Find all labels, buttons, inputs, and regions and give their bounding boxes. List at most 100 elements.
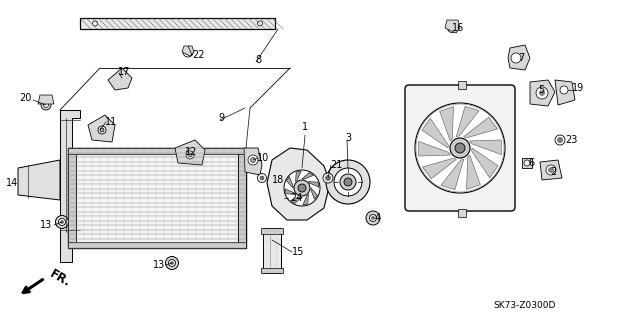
Text: 13: 13: [153, 260, 165, 270]
Text: 6: 6: [528, 158, 534, 168]
Circle shape: [450, 26, 454, 30]
Text: 21: 21: [330, 160, 342, 170]
Text: 24: 24: [290, 193, 302, 203]
Circle shape: [511, 53, 521, 63]
Circle shape: [326, 160, 370, 204]
Bar: [80, 18, 275, 29]
Circle shape: [100, 128, 104, 132]
Text: 5: 5: [538, 85, 544, 95]
Circle shape: [41, 100, 51, 110]
Circle shape: [284, 170, 320, 206]
Polygon shape: [285, 189, 296, 194]
Bar: [68, 148, 246, 248]
Bar: [68, 242, 246, 248]
Circle shape: [257, 21, 262, 26]
Circle shape: [340, 174, 356, 190]
Circle shape: [186, 49, 191, 55]
Polygon shape: [287, 177, 293, 188]
Circle shape: [58, 219, 65, 226]
Circle shape: [166, 256, 179, 270]
Circle shape: [186, 151, 194, 159]
Polygon shape: [472, 148, 498, 178]
Text: 12: 12: [185, 147, 197, 157]
Polygon shape: [291, 197, 302, 204]
Text: 3: 3: [345, 133, 351, 143]
Polygon shape: [456, 106, 479, 137]
Bar: [522, 158, 532, 168]
Circle shape: [369, 214, 376, 221]
Bar: [458, 209, 466, 217]
Polygon shape: [175, 140, 205, 165]
Circle shape: [557, 137, 563, 143]
Polygon shape: [182, 46, 194, 56]
Circle shape: [555, 135, 565, 145]
Circle shape: [560, 86, 568, 94]
Bar: [261, 268, 283, 273]
Circle shape: [56, 216, 68, 228]
Circle shape: [450, 138, 470, 158]
Circle shape: [455, 143, 465, 153]
Text: 11: 11: [105, 117, 117, 127]
FancyBboxPatch shape: [405, 85, 515, 211]
Polygon shape: [108, 68, 132, 90]
Bar: [261, 228, 283, 234]
Bar: [238, 148, 246, 248]
Circle shape: [183, 47, 193, 57]
Text: 17: 17: [118, 67, 131, 77]
Polygon shape: [422, 158, 456, 179]
Circle shape: [170, 262, 173, 264]
Text: 18: 18: [272, 175, 284, 185]
Bar: [263, 228, 281, 273]
Circle shape: [536, 87, 548, 99]
Text: 10: 10: [257, 153, 269, 163]
Polygon shape: [303, 194, 308, 205]
Text: 1: 1: [302, 122, 308, 132]
Circle shape: [250, 158, 255, 162]
Circle shape: [260, 176, 264, 180]
Polygon shape: [88, 115, 115, 142]
Bar: [68, 148, 76, 248]
Circle shape: [334, 168, 362, 196]
Text: 19: 19: [572, 83, 584, 93]
Text: 7: 7: [518, 53, 524, 63]
Text: FR.: FR.: [47, 267, 72, 289]
Polygon shape: [441, 160, 464, 190]
Bar: [458, 81, 466, 89]
Circle shape: [298, 184, 306, 192]
Polygon shape: [470, 140, 502, 155]
Circle shape: [294, 180, 310, 196]
Polygon shape: [445, 20, 460, 33]
Circle shape: [447, 24, 456, 33]
Circle shape: [548, 167, 554, 173]
Polygon shape: [296, 171, 301, 182]
Text: 16: 16: [452, 23, 464, 33]
Text: 13: 13: [40, 220, 52, 230]
Circle shape: [98, 126, 106, 134]
Polygon shape: [419, 141, 451, 156]
Circle shape: [279, 193, 289, 203]
Circle shape: [540, 91, 545, 95]
Polygon shape: [540, 160, 562, 180]
Polygon shape: [508, 45, 530, 70]
Text: 9: 9: [218, 113, 224, 123]
Circle shape: [44, 102, 49, 108]
Bar: [68, 148, 246, 154]
Polygon shape: [38, 95, 54, 104]
Polygon shape: [60, 110, 80, 262]
Circle shape: [248, 155, 258, 165]
Circle shape: [323, 173, 333, 183]
Circle shape: [546, 165, 556, 175]
Polygon shape: [18, 160, 60, 200]
Circle shape: [282, 196, 287, 201]
Circle shape: [326, 175, 330, 181]
Circle shape: [168, 259, 175, 266]
Circle shape: [257, 174, 266, 182]
Text: 20: 20: [20, 93, 32, 103]
Text: SK73-Z0300D: SK73-Z0300D: [494, 301, 556, 310]
Circle shape: [524, 160, 530, 166]
Circle shape: [188, 153, 192, 157]
Polygon shape: [311, 188, 317, 199]
Circle shape: [371, 217, 374, 219]
Text: 22: 22: [192, 50, 205, 60]
Circle shape: [344, 178, 352, 186]
